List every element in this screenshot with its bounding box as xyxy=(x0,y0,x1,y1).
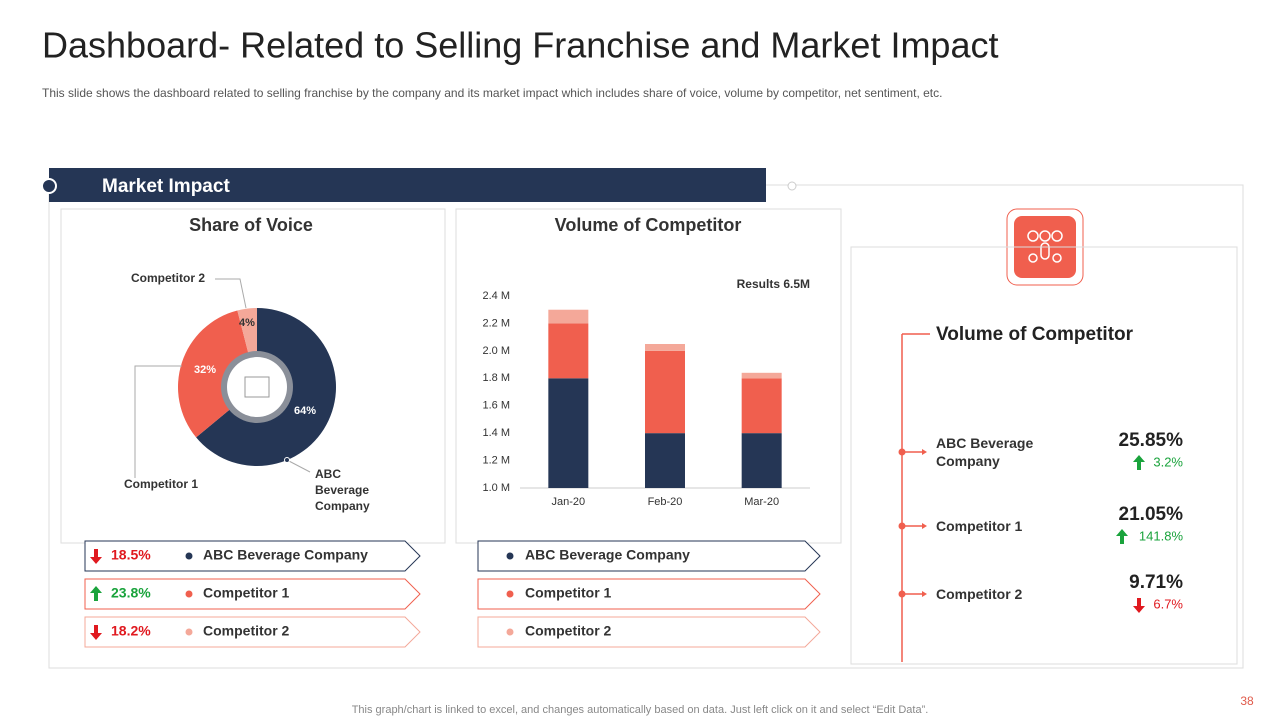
section-dot xyxy=(41,178,57,194)
kpi-value: 25.85% xyxy=(1119,430,1184,451)
kpi-pointer xyxy=(922,591,927,597)
bar-segment xyxy=(548,323,589,379)
kpi-name-box: Competitor 2 xyxy=(936,586,1023,602)
x-tick-label: Feb-20 xyxy=(648,496,683,508)
legend-label: ABC Beverage Company xyxy=(203,547,368,563)
kpi-pointer xyxy=(922,523,927,529)
legend-label: Competitor 2 xyxy=(203,623,290,639)
bar-segment xyxy=(645,344,685,351)
legend-row xyxy=(477,540,821,572)
pie-title: Share of Voice xyxy=(189,215,313,235)
kpi-dot xyxy=(898,522,906,530)
bar-segment xyxy=(645,433,685,488)
kpi-change: 6.7% xyxy=(1153,596,1183,611)
kpi-title: Volume of Competitor xyxy=(936,324,1134,345)
slice-label: 64% xyxy=(294,405,316,417)
change-label: 18.2% xyxy=(111,623,151,639)
page-number: 38 xyxy=(1240,694,1254,708)
y-tick-label: 2.0 M xyxy=(482,345,510,357)
y-tick-label: 2.4 M xyxy=(482,290,510,302)
slice-label: 32% xyxy=(194,364,216,376)
bar-segment xyxy=(741,372,782,379)
leader-line xyxy=(286,459,311,473)
kpi-name-box: ABC Beverage Company xyxy=(936,435,1034,469)
legend-row xyxy=(477,616,821,648)
legend-dot xyxy=(506,628,514,636)
bar-segment xyxy=(548,378,589,488)
legend-label: ABC Beverage Company xyxy=(525,547,690,563)
footer: This graph/chart is linked to excel, and… xyxy=(352,704,929,716)
donut-slice xyxy=(177,310,249,438)
x-tick-label: Mar-20 xyxy=(744,496,779,508)
bar-segment xyxy=(741,433,782,488)
kpi-arrow xyxy=(1116,529,1128,544)
kpi-name: Competitor 1 xyxy=(936,518,1023,534)
section-bar xyxy=(49,168,766,202)
legend-label: Competitor 1 xyxy=(203,585,290,601)
donut-slice xyxy=(196,308,336,466)
donut-hole xyxy=(227,357,287,417)
kpi-arrow xyxy=(1133,598,1145,613)
slide-title: Dashboard- Related to Selling Franchise … xyxy=(42,25,998,66)
change-label: 23.8% xyxy=(111,585,151,601)
y-tick-label: 1.4 M xyxy=(482,427,510,439)
slice-label: 4% xyxy=(239,317,255,329)
callout-label-box: ABC Beverage Company xyxy=(315,467,370,513)
callout-label: ABC Beverage Company xyxy=(315,467,370,513)
change-label: 18.5% xyxy=(111,547,151,563)
legend-dot xyxy=(185,590,193,598)
y-tick-label: 1.2 M xyxy=(482,454,510,466)
kpi-value: 9.71% xyxy=(1129,572,1183,593)
kpi-panel xyxy=(850,246,1238,665)
bar-annotation: Results 6.5M xyxy=(737,277,810,291)
legend-row xyxy=(477,578,821,610)
frame-dot xyxy=(787,181,797,191)
legend-row xyxy=(84,578,421,610)
y-tick-label: 1.8 M xyxy=(482,372,510,384)
y-tick-label: 2.2 M xyxy=(482,317,510,329)
kpi-value: 21.05% xyxy=(1119,504,1184,525)
slide-subtitle: This slide shows the dashboard related t… xyxy=(42,86,942,100)
icon xyxy=(1027,230,1063,263)
change-arrow xyxy=(90,625,102,640)
legend-row xyxy=(84,616,421,648)
legend-dot xyxy=(185,628,193,636)
kpi-dot xyxy=(898,590,906,598)
x-tick-label: Jan-20 xyxy=(552,496,586,508)
change-arrow xyxy=(90,586,102,601)
kpi-dot xyxy=(898,448,906,456)
y-tick-label: 1.0 M xyxy=(482,482,510,494)
section-title: Market Impact xyxy=(102,176,230,197)
legend-dot xyxy=(185,552,193,560)
kpi-change: 141.8% xyxy=(1139,528,1184,543)
legend-label: Competitor 1 xyxy=(525,585,612,601)
leader-line xyxy=(134,365,182,478)
legend-dot xyxy=(506,590,514,598)
y-tick-label: 1.6 M xyxy=(482,400,510,412)
legend-row xyxy=(84,540,421,572)
kpi-name-box: Competitor 1 xyxy=(936,518,1023,534)
center-icon xyxy=(244,376,270,398)
legend-label: Competitor 2 xyxy=(525,623,612,639)
kpi-name: ABC Beverage Company xyxy=(936,435,1034,469)
callout-label: Competitor 1 xyxy=(124,477,198,491)
change-arrow xyxy=(90,549,102,564)
kpi-change: 3.2% xyxy=(1153,454,1183,469)
donut-slice xyxy=(237,308,257,356)
bar-segment xyxy=(741,378,782,434)
bar-title: Volume of Competitor xyxy=(555,215,742,235)
bar-segment xyxy=(548,309,589,324)
kpi-pointer xyxy=(922,449,927,455)
callout-label: Competitor 2 xyxy=(131,271,205,285)
kpi-name: Competitor 2 xyxy=(936,586,1023,602)
leader-line xyxy=(215,278,247,309)
kpi-arrow xyxy=(1133,455,1145,470)
leader-dot xyxy=(284,457,290,463)
legend-dot xyxy=(506,552,514,560)
bar-segment xyxy=(645,350,685,434)
